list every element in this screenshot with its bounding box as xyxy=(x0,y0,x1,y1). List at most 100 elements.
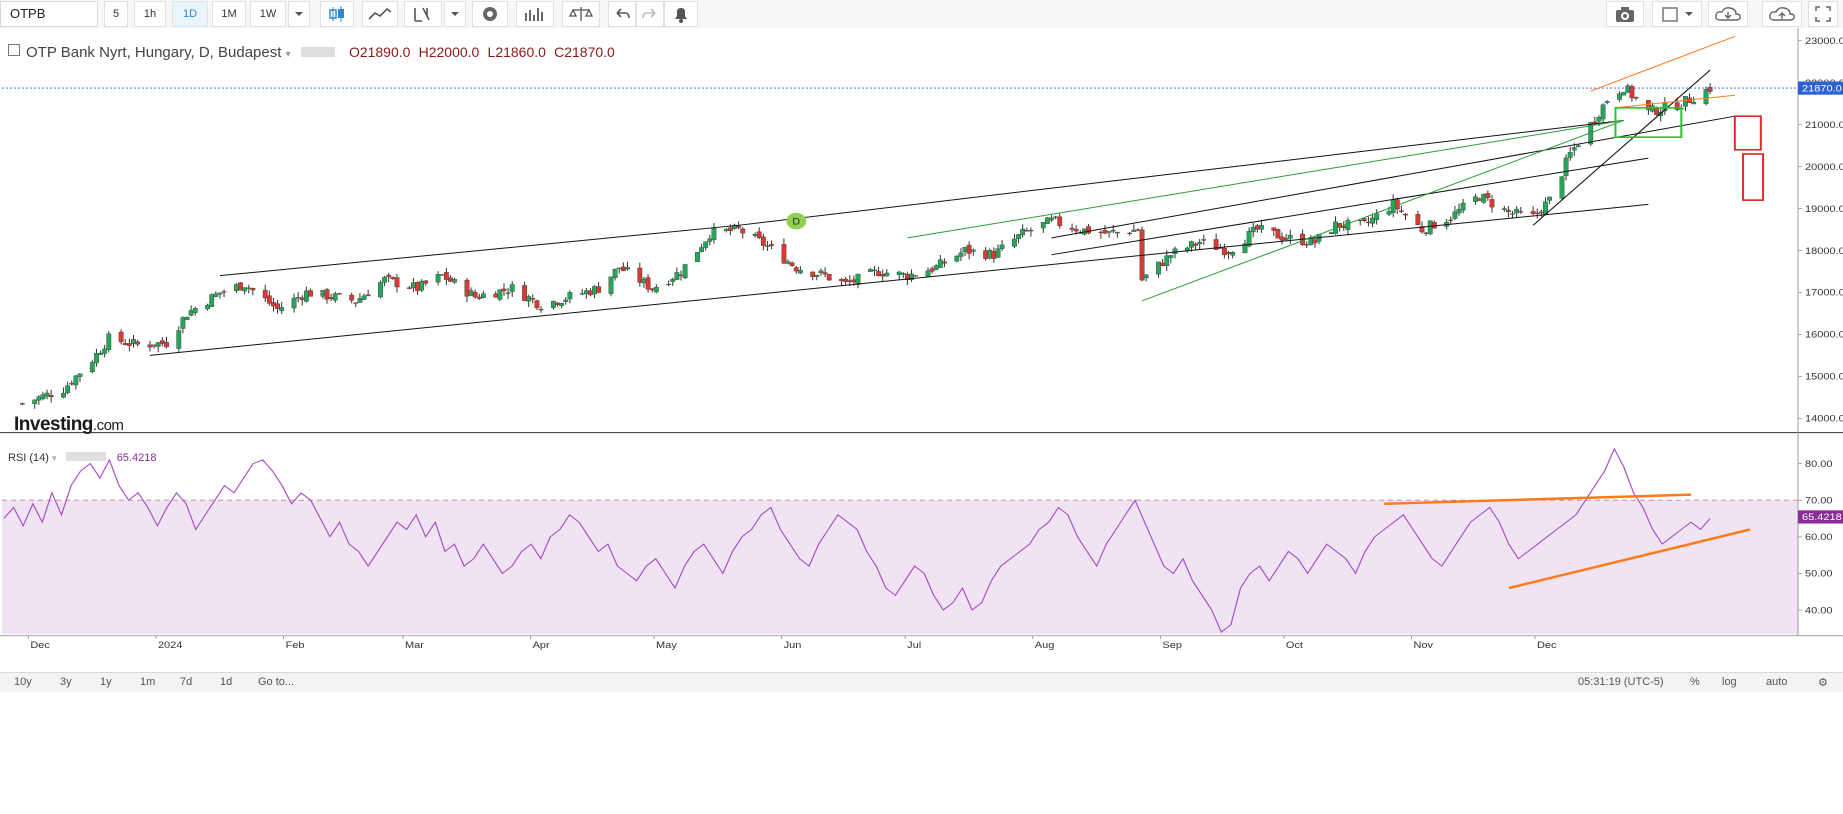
compare-button[interactable] xyxy=(562,1,600,27)
candle-down xyxy=(534,300,540,309)
interval-1d[interactable]: 1D xyxy=(172,1,208,27)
candle-up xyxy=(608,276,614,294)
candle-down xyxy=(1506,209,1511,213)
channel-upper-line-2 xyxy=(738,119,1624,226)
interval-5[interactable]: 5 xyxy=(104,1,128,27)
screenshot-button[interactable] xyxy=(1606,1,1644,27)
interval-1w[interactable]: 1W xyxy=(250,1,286,27)
symbol-input[interactable]: OTPB xyxy=(0,1,98,27)
range-10y[interactable]: 10y xyxy=(14,676,32,688)
chevron-down-icon[interactable]: ▾ xyxy=(52,453,57,463)
candle-up xyxy=(1501,208,1507,210)
chevron-down-icon xyxy=(295,12,303,16)
time-tick-label: Mar xyxy=(405,641,425,651)
candle-up xyxy=(94,353,99,364)
time-tick-label: Jul xyxy=(907,641,921,651)
candle-up xyxy=(674,272,680,280)
candle-up xyxy=(616,267,622,269)
range-3y[interactable]: 3y xyxy=(60,676,72,688)
candle-up xyxy=(468,290,474,296)
candle-up xyxy=(1625,85,1631,93)
candle-down xyxy=(472,292,478,298)
collapse-toggle[interactable] xyxy=(8,44,20,56)
candle-down xyxy=(476,296,482,299)
candle-up xyxy=(1259,225,1264,230)
candle-up xyxy=(1481,194,1487,203)
rsi-tick-label: 50.00 xyxy=(1805,570,1833,580)
chevron-down-icon[interactable]: ▾ xyxy=(285,49,291,60)
candle-down xyxy=(415,282,420,291)
gear-icon[interactable]: ⚙ xyxy=(1818,677,1828,689)
interval-dropdown[interactable] xyxy=(288,1,310,27)
range-1d[interactable]: 1d xyxy=(220,676,233,688)
layout-button[interactable] xyxy=(1652,1,1702,27)
settings-button[interactable] xyxy=(472,1,508,27)
candle-up xyxy=(1621,92,1627,96)
green-trendline-1 xyxy=(907,119,1624,239)
range-7d[interactable]: 7d xyxy=(180,676,193,688)
candle-down xyxy=(1423,232,1429,234)
candle-down xyxy=(386,274,392,277)
candle-down xyxy=(740,228,746,234)
candle-up xyxy=(1600,104,1606,120)
candle-down xyxy=(1312,239,1318,244)
candle-up xyxy=(583,290,589,294)
candle-up xyxy=(1114,232,1120,234)
price-tick-label: 19000.0 xyxy=(1805,205,1843,215)
log-toggle[interactable]: log xyxy=(1722,676,1737,688)
low-label: L xyxy=(487,44,496,60)
goto-button[interactable]: Go to... xyxy=(258,676,295,688)
line-type-button[interactable] xyxy=(362,1,398,27)
candle-up xyxy=(131,339,136,344)
candle-up xyxy=(814,274,820,277)
candle-down xyxy=(929,268,935,272)
interval-1h[interactable]: 1h xyxy=(134,1,166,27)
indicators-button[interactable] xyxy=(404,1,442,27)
candle-up xyxy=(1250,227,1256,233)
candle-up xyxy=(1164,255,1170,267)
candle-up xyxy=(641,278,647,284)
undo-button[interactable] xyxy=(608,1,636,27)
candle-up xyxy=(1456,209,1462,214)
rsi-orange-resistance xyxy=(1384,493,1692,506)
candle-up xyxy=(435,274,441,283)
load-cloud-button[interactable] xyxy=(1708,1,1748,27)
candle-down xyxy=(275,303,280,309)
redo-button[interactable] xyxy=(636,1,664,27)
candle-up xyxy=(723,228,729,231)
candle-down xyxy=(118,331,124,343)
range-1m[interactable]: 1m xyxy=(140,676,156,688)
candle-up xyxy=(765,245,770,247)
candle-up xyxy=(176,330,182,349)
range-1y[interactable]: 1y xyxy=(100,676,112,688)
bars-button[interactable] xyxy=(516,1,554,27)
indicators-dropdown[interactable] xyxy=(444,1,466,27)
auto-toggle[interactable]: auto xyxy=(1766,676,1788,688)
percent-toggle[interactable]: % xyxy=(1690,676,1700,688)
alert-button[interactable] xyxy=(664,1,698,27)
candle-up xyxy=(567,292,573,300)
candle-up xyxy=(1427,220,1433,235)
fullscreen-button[interactable] xyxy=(1808,1,1838,27)
gear-icon xyxy=(483,7,497,21)
candle-up xyxy=(752,234,758,236)
candle-up xyxy=(242,287,248,292)
save-cloud-button[interactable] xyxy=(1762,1,1802,27)
candle-up xyxy=(900,273,906,275)
candle-down xyxy=(1530,211,1536,214)
candle-up xyxy=(509,284,515,292)
price-and-rsi-chart[interactable]: 14000.0 15000.0 16000.0 17000.0 18000.0 19000… xyxy=(0,0,1843,672)
candles-type-button[interactable] xyxy=(320,1,354,27)
candle-up xyxy=(40,394,46,400)
candle-down xyxy=(122,343,128,345)
candle-up xyxy=(497,289,503,300)
rsi-settings-icons[interactable] xyxy=(65,452,106,461)
legend-settings-icons[interactable] xyxy=(300,47,335,57)
candle-down xyxy=(1489,199,1495,208)
candle-down xyxy=(839,279,844,282)
rsi-tick-label: 60.00 xyxy=(1805,533,1833,543)
page-background xyxy=(0,692,1843,814)
high-label: H xyxy=(418,44,429,60)
price-tick-label: 14000.0 xyxy=(1805,414,1843,424)
interval-1m[interactable]: 1M xyxy=(212,1,246,27)
